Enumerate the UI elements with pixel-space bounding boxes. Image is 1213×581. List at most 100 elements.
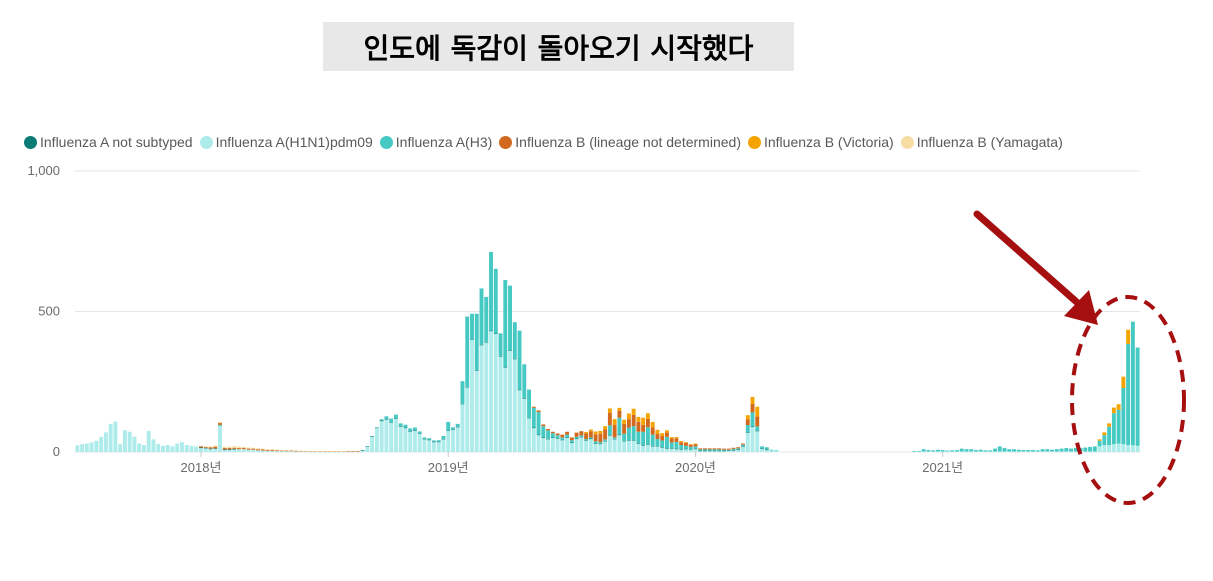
bar-segment[interactable] [536,412,541,435]
bar-segment[interactable] [503,280,508,368]
bar-segment[interactable] [199,445,203,447]
bar-segment[interactable] [617,417,622,435]
bar-segment[interactable] [294,450,299,452]
bar-segment[interactable] [1069,451,1074,453]
bar-segment[interactable] [555,435,560,438]
bar-segment[interactable] [484,341,489,343]
bar-segment[interactable] [722,450,726,452]
bar-segment[interactable] [712,450,717,452]
bar-segment[interactable] [251,449,256,452]
bar-segment[interactable] [379,421,384,452]
bar-segment[interactable] [208,448,213,450]
bar-segment[interactable] [626,413,631,420]
bar-segment[interactable] [289,451,294,452]
bar-segment[interactable] [1088,446,1093,452]
bar-segment[interactable] [298,450,303,452]
bar-segment[interactable] [631,426,636,441]
bar-segment[interactable] [565,431,570,435]
bar-segment[interactable] [755,416,760,427]
bar-segment[interactable] [978,451,983,453]
bar-segment[interactable] [232,447,237,449]
bar-segment[interactable] [365,446,370,452]
bar-segment[interactable] [550,437,555,452]
bar-segment[interactable] [626,419,631,428]
bar-segment[interactable] [417,433,422,452]
bar-segment[interactable] [260,450,265,452]
bar-segment[interactable] [707,450,712,452]
bar-segment[interactable] [1111,407,1116,414]
bar-segment[interactable] [1126,444,1131,452]
bar-segment[interactable] [1130,445,1135,452]
bar-segment[interactable] [1116,409,1121,444]
bar-segment[interactable] [617,410,622,418]
bar-segment[interactable] [237,446,241,449]
bar-segment[interactable] [541,426,546,438]
bar-segment[interactable] [993,451,997,453]
bar-segment[interactable] [1107,426,1112,445]
bar-segment[interactable] [256,449,260,451]
bar-segment[interactable] [246,449,251,452]
bar-segment[interactable] [441,435,446,439]
bar-segment[interactable] [1107,444,1112,452]
bar-segment[interactable] [750,426,755,452]
bar-segment[interactable] [451,429,455,452]
bar-segment[interactable] [560,439,565,441]
bar-segment[interactable] [1092,446,1097,452]
bar-segment[interactable] [460,403,465,405]
bar-segment[interactable] [141,444,146,452]
bar-segment[interactable] [569,440,574,443]
bar-segment[interactable] [731,447,736,449]
bar-segment[interactable] [493,333,498,335]
bar-segment[interactable] [137,443,142,452]
bar-segment[interactable] [260,449,265,451]
bar-segment[interactable] [389,421,394,423]
bar-segment[interactable] [527,389,531,418]
bar-segment[interactable] [474,313,479,370]
bar-segment[interactable] [1040,451,1045,453]
bar-segment[interactable] [769,449,774,451]
bar-segment[interactable] [531,427,536,429]
bar-segment[interactable] [1007,449,1012,452]
bar-segment[interactable] [1097,446,1102,452]
bar-segment[interactable] [1026,450,1031,452]
bar-segment[interactable] [574,436,579,439]
bar-segment[interactable] [218,424,222,426]
bar-segment[interactable] [603,429,608,440]
bar-segment[interactable] [541,437,546,438]
bar-segment[interactable] [688,449,693,450]
bar-segment[interactable] [598,444,603,452]
bar-segment[interactable] [588,429,593,432]
bar-segment[interactable] [241,449,246,452]
bar-segment[interactable] [593,443,598,452]
bar-segment[interactable] [655,429,660,435]
bar-segment[interactable] [222,449,227,451]
bar-segment[interactable] [622,433,627,441]
bar-segment[interactable] [693,444,698,447]
bar-segment[interactable] [341,451,346,452]
bar-segment[interactable] [370,435,375,437]
bar-segment[interactable] [774,450,779,451]
bar-segment[interactable] [436,440,441,442]
bar-segment[interactable] [498,356,503,452]
bar-segment[interactable] [764,449,769,452]
bar-segment[interactable] [574,439,579,452]
bar-segment[interactable] [170,446,175,452]
bar-segment[interactable] [921,451,926,453]
bar-segment[interactable] [512,359,517,452]
bar-segment[interactable] [750,412,755,427]
bar-segment[interactable] [451,427,455,429]
bar-segment[interactable] [664,448,669,452]
bar-segment[interactable] [679,444,684,450]
bar-segment[interactable] [474,370,479,452]
bar-segment[interactable] [1002,448,1007,452]
bar-segment[interactable] [688,444,693,445]
bar-segment[interactable] [156,444,161,452]
bar-segment[interactable] [284,451,289,452]
bar-segment[interactable] [674,449,679,452]
bar-segment[interactable] [422,438,427,440]
bar-segment[interactable] [574,438,579,440]
bar-segment[interactable] [722,449,726,451]
bar-segment[interactable] [988,451,993,453]
bar-segment[interactable] [660,447,665,448]
bar-segment[interactable] [412,430,417,431]
